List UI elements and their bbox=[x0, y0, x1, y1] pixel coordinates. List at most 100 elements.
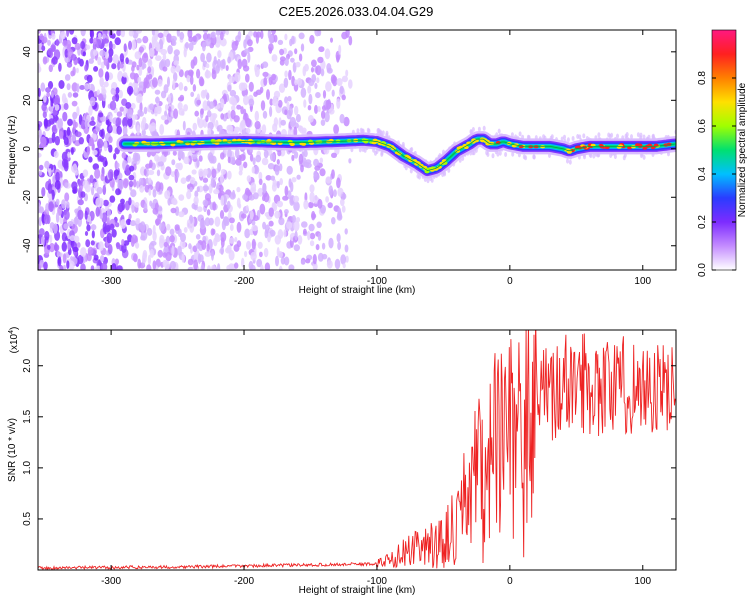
noise-speckle bbox=[39, 259, 45, 268]
noise-speckle bbox=[74, 216, 78, 225]
noise-speckle bbox=[348, 79, 353, 89]
colorbar-tick-label: 0.4 bbox=[697, 167, 708, 181]
noise-speckle bbox=[156, 156, 162, 162]
ridge-peak bbox=[642, 146, 648, 150]
noise-speckle bbox=[220, 237, 225, 248]
noise-speckle bbox=[114, 37, 121, 46]
noise-speckle bbox=[636, 132, 640, 138]
noise-speckle bbox=[472, 150, 476, 156]
noise-speckle bbox=[228, 217, 235, 224]
noise-speckle bbox=[201, 240, 207, 251]
noise-speckle bbox=[167, 94, 171, 105]
noise-speckle bbox=[66, 260, 70, 269]
noise-speckle bbox=[251, 224, 258, 232]
noise-speckle bbox=[125, 57, 129, 65]
noise-speckle bbox=[262, 110, 268, 119]
noise-speckle bbox=[242, 193, 249, 201]
noise-speckle bbox=[107, 244, 113, 255]
noise-speckle bbox=[248, 260, 254, 270]
noise-speckle bbox=[263, 76, 268, 86]
noise-speckle bbox=[167, 197, 171, 206]
noise-speckle bbox=[66, 61, 73, 68]
noise-speckle bbox=[76, 242, 81, 248]
noise-speckle bbox=[253, 165, 260, 175]
noise-speckle bbox=[170, 65, 176, 74]
noise-speckle bbox=[126, 108, 133, 119]
noise-speckle bbox=[40, 82, 46, 92]
noise-speckle bbox=[85, 239, 91, 248]
noise-speckle bbox=[326, 67, 333, 74]
noise-speckle bbox=[109, 223, 115, 231]
noise-speckle bbox=[94, 168, 101, 179]
noise-speckle bbox=[54, 242, 58, 252]
noise-speckle bbox=[197, 253, 201, 265]
noise-speckle bbox=[497, 128, 501, 134]
noise-speckle bbox=[47, 48, 53, 56]
noise-speckle bbox=[167, 76, 170, 88]
noise-speckle bbox=[149, 248, 155, 258]
noise-speckle bbox=[309, 240, 315, 247]
noise-speckle bbox=[356, 128, 360, 134]
noise-speckle bbox=[38, 152, 42, 158]
noise-speckle bbox=[235, 158, 242, 166]
noise-speckle bbox=[205, 115, 209, 123]
noise-speckle bbox=[254, 110, 259, 122]
noise-speckle bbox=[143, 168, 147, 176]
noise-speckle bbox=[328, 237, 334, 249]
noise-speckle bbox=[219, 174, 224, 184]
ridge-line bbox=[124, 138, 675, 172]
noise-speckle bbox=[38, 62, 41, 71]
noise-speckle bbox=[100, 173, 105, 182]
noise-speckle bbox=[298, 32, 305, 40]
noise-speckle bbox=[38, 123, 41, 131]
noise-speckle bbox=[234, 236, 238, 243]
noise-speckle bbox=[72, 119, 77, 130]
noise-speckle bbox=[229, 89, 237, 97]
noise-speckle bbox=[136, 124, 140, 136]
noise-speckle bbox=[307, 85, 312, 94]
noise-speckle bbox=[311, 74, 317, 83]
noise-speckle bbox=[210, 177, 216, 188]
ridge-peak bbox=[436, 165, 442, 169]
noise-speckle bbox=[163, 241, 169, 248]
x-tick-label: -200 bbox=[234, 276, 254, 287]
noise-speckle bbox=[314, 104, 318, 114]
noise-speckle bbox=[59, 130, 64, 140]
noise-speckle bbox=[146, 151, 151, 158]
noise-speckle bbox=[46, 214, 51, 225]
noise-speckle bbox=[171, 159, 176, 166]
noise-speckle bbox=[276, 181, 280, 189]
noise-speckle bbox=[331, 89, 335, 97]
noise-speckle bbox=[172, 79, 176, 91]
noise-speckle bbox=[200, 264, 205, 270]
noise-speckle bbox=[279, 163, 283, 172]
noise-speckle bbox=[240, 120, 245, 128]
noise-speckle bbox=[277, 99, 283, 108]
ridge-peak bbox=[599, 145, 605, 149]
noise-speckle bbox=[305, 258, 311, 264]
noise-speckle bbox=[336, 98, 341, 109]
noise-speckle bbox=[121, 152, 127, 159]
noise-speckle bbox=[157, 249, 163, 258]
noise-speckle bbox=[305, 162, 312, 169]
noise-speckle bbox=[97, 32, 102, 39]
noise-speckle bbox=[157, 79, 163, 87]
spectrogram-frame bbox=[37, 29, 677, 271]
noise-speckle bbox=[98, 241, 104, 252]
noise-speckle bbox=[38, 30, 41, 34]
noise-speckle bbox=[220, 31, 224, 41]
noise-speckle bbox=[80, 263, 86, 270]
noise-speckle bbox=[286, 101, 290, 109]
noise-speckle bbox=[86, 145, 91, 156]
noise-speckle bbox=[491, 153, 495, 159]
noise-speckle bbox=[321, 242, 326, 250]
noise-speckle bbox=[125, 164, 131, 176]
noise-speckle bbox=[250, 187, 257, 194]
noise-speckle bbox=[195, 234, 201, 240]
noise-speckle bbox=[129, 165, 135, 172]
noise-speckle bbox=[205, 63, 210, 69]
noise-speckle bbox=[243, 108, 247, 117]
noise-speckle bbox=[93, 254, 99, 261]
noise-speckle bbox=[263, 247, 269, 258]
